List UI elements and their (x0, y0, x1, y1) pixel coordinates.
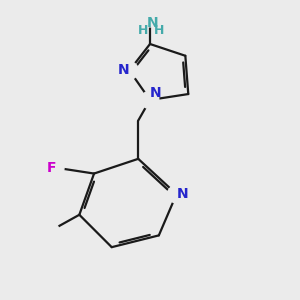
Text: H: H (137, 24, 148, 37)
Circle shape (47, 159, 64, 176)
Circle shape (141, 91, 159, 109)
Circle shape (168, 185, 185, 203)
Text: N: N (147, 16, 159, 30)
Circle shape (141, 8, 159, 27)
Circle shape (47, 224, 59, 236)
Text: H: H (154, 24, 164, 37)
Text: N: N (176, 187, 188, 201)
Circle shape (121, 62, 138, 79)
Text: N: N (118, 64, 129, 77)
Text: N: N (150, 86, 162, 100)
Text: F: F (46, 161, 56, 175)
